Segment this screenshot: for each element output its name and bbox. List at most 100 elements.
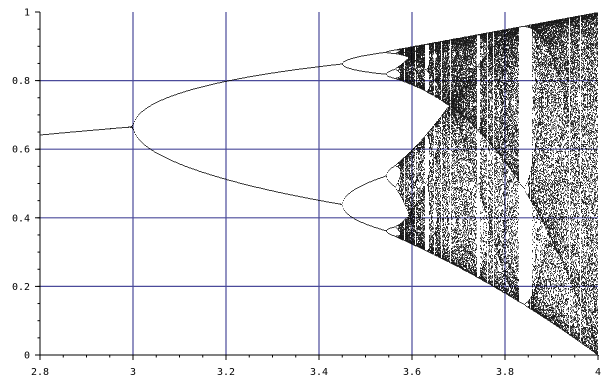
point-column bbox=[484, 33, 485, 282]
point-column bbox=[55, 133, 56, 134]
point-column bbox=[366, 55, 367, 225]
point-column bbox=[103, 129, 104, 130]
point-column bbox=[356, 57, 357, 221]
point-column bbox=[345, 60, 346, 213]
point-column bbox=[300, 68, 301, 198]
point-column bbox=[492, 31, 493, 287]
point-column bbox=[563, 18, 564, 331]
point-column bbox=[311, 67, 312, 200]
point-column bbox=[64, 132, 65, 134]
point-column bbox=[151, 104, 152, 151]
point-column bbox=[154, 103, 155, 153]
point-column bbox=[254, 75, 255, 188]
point-column bbox=[206, 85, 207, 174]
point-column bbox=[391, 50, 392, 236]
point-column bbox=[131, 126, 132, 128]
point-column bbox=[471, 35, 472, 275]
point-column bbox=[584, 14, 585, 346]
point-column bbox=[463, 37, 464, 271]
point-column bbox=[539, 23, 540, 315]
point-column bbox=[185, 91, 186, 167]
point-column bbox=[488, 32, 489, 284]
point-column bbox=[564, 18, 565, 332]
point-column bbox=[268, 73, 269, 191]
point-column bbox=[538, 23, 539, 315]
point-column bbox=[498, 30, 499, 290]
point-column bbox=[330, 65, 331, 203]
point-column bbox=[417, 45, 418, 247]
point-column bbox=[121, 127, 122, 129]
point-column bbox=[335, 64, 336, 204]
point-column bbox=[379, 52, 380, 230]
point-column bbox=[343, 61, 344, 210]
point-column bbox=[141, 111, 142, 143]
point-column bbox=[520, 26, 521, 303]
point-column bbox=[176, 94, 177, 163]
point-column bbox=[554, 20, 555, 325]
point-column bbox=[324, 65, 325, 202]
point-column bbox=[256, 75, 257, 188]
point-column bbox=[591, 13, 592, 351]
point-column bbox=[71, 131, 72, 133]
y-ticks: 0 0.2 0.4 0.6 0.8 1 bbox=[12, 8, 40, 362]
point-column bbox=[58, 133, 59, 134]
point-column bbox=[94, 129, 95, 131]
point-column bbox=[334, 64, 335, 204]
point-column bbox=[108, 128, 109, 130]
point-column bbox=[137, 116, 138, 138]
point-column bbox=[112, 128, 113, 129]
point-column bbox=[304, 68, 305, 198]
x-tick-label: 3 bbox=[130, 367, 136, 378]
point-column bbox=[342, 63, 343, 207]
point-column bbox=[331, 64, 332, 203]
point-column bbox=[559, 19, 560, 329]
point-column bbox=[542, 22, 543, 317]
point-column bbox=[375, 53, 376, 228]
point-column bbox=[418, 45, 419, 248]
y-tick-label: 0.2 bbox=[12, 282, 30, 293]
point-column bbox=[278, 71, 279, 193]
point-column bbox=[269, 73, 270, 191]
point-column bbox=[68, 132, 69, 133]
point-column bbox=[286, 70, 287, 195]
point-column bbox=[204, 86, 205, 174]
point-column bbox=[258, 75, 259, 188]
point-column bbox=[125, 127, 126, 128]
point-column bbox=[97, 129, 98, 131]
point-column bbox=[200, 87, 201, 172]
point-column bbox=[282, 71, 283, 194]
point-column bbox=[401, 48, 402, 240]
point-column bbox=[352, 58, 353, 218]
point-column bbox=[583, 15, 584, 345]
point-column bbox=[325, 65, 326, 202]
point-column bbox=[130, 126, 131, 128]
point-column bbox=[230, 80, 231, 181]
point-column bbox=[580, 15, 581, 343]
point-column bbox=[398, 49, 399, 239]
point-column bbox=[545, 22, 546, 319]
point-column bbox=[374, 53, 375, 228]
point-column bbox=[573, 16, 574, 338]
point-column bbox=[433, 42, 434, 255]
point-column bbox=[86, 130, 87, 132]
point-column bbox=[371, 54, 372, 227]
point-column bbox=[122, 127, 123, 128]
point-column bbox=[183, 91, 184, 166]
point-column bbox=[426, 44, 427, 252]
y-tick-label: 0.4 bbox=[12, 213, 30, 224]
point-column bbox=[259, 74, 260, 189]
point-column bbox=[404, 48, 405, 241]
point-column bbox=[477, 34, 478, 278]
point-column bbox=[541, 22, 542, 317]
point-column bbox=[53, 133, 54, 135]
point-column bbox=[529, 24, 530, 309]
point-column bbox=[203, 86, 204, 173]
point-column bbox=[534, 24, 535, 312]
point-column bbox=[475, 34, 476, 277]
point-column bbox=[119, 127, 120, 129]
point-column bbox=[388, 51, 389, 234]
point-column bbox=[60, 132, 61, 134]
point-column bbox=[436, 42, 437, 257]
point-column bbox=[385, 52, 386, 231]
point-column bbox=[516, 27, 517, 301]
